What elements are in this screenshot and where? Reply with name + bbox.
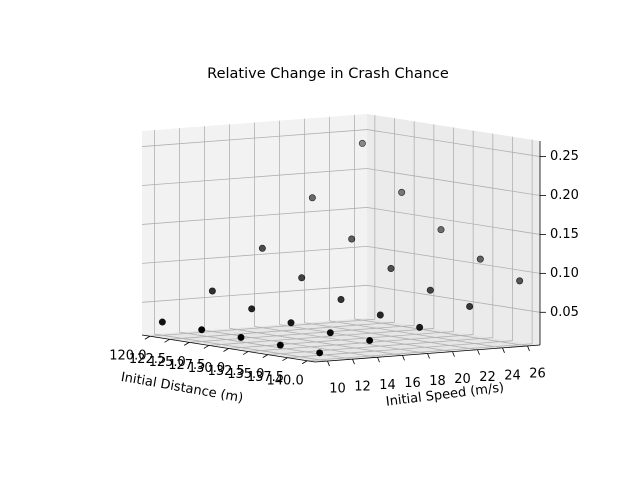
y-tick-label: 16 xyxy=(404,376,421,391)
tick-mark xyxy=(327,360,330,367)
tick-mark xyxy=(144,335,151,340)
point xyxy=(198,326,206,334)
tick-mark xyxy=(427,353,430,359)
point xyxy=(158,318,166,326)
grid-line xyxy=(366,207,541,235)
tick-mark xyxy=(377,357,380,363)
y-tick-label: 10 xyxy=(329,382,346,397)
grid-line xyxy=(254,326,428,354)
tick-mark xyxy=(164,338,170,343)
grid-line xyxy=(279,324,453,353)
tick-mark xyxy=(203,345,210,349)
y-tick-label: 14 xyxy=(379,378,396,393)
point xyxy=(416,323,424,331)
x-tick-label: 135.0 xyxy=(227,367,264,382)
grid-line xyxy=(154,333,328,362)
grid-line xyxy=(141,207,368,225)
tick-mark xyxy=(477,349,480,355)
x-tick-label: 122.5 xyxy=(129,352,166,367)
x-tick-label: 120.0 xyxy=(109,349,146,364)
y-tick-label: 22 xyxy=(479,370,496,385)
point xyxy=(208,287,216,295)
point xyxy=(366,336,374,344)
tick-mark xyxy=(352,359,355,365)
point xyxy=(287,319,295,327)
chart-title: Relative Change in Crash Chance xyxy=(207,66,449,82)
point xyxy=(437,226,445,234)
point xyxy=(348,235,356,243)
grid-line xyxy=(141,129,368,147)
point xyxy=(516,277,524,285)
y-tick-label: 12 xyxy=(354,380,371,395)
tick-mark xyxy=(402,355,405,361)
point xyxy=(476,255,484,263)
x-tick-label: 132.5 xyxy=(208,364,245,379)
tick-mark xyxy=(242,351,249,355)
grid-line xyxy=(366,245,541,274)
grid-line xyxy=(141,245,368,264)
point xyxy=(237,333,245,341)
z-tick-label: 0.10 xyxy=(550,266,579,281)
x-axis xyxy=(141,334,316,363)
point xyxy=(276,341,284,349)
z-tick-label: 0.25 xyxy=(550,149,579,164)
point xyxy=(248,305,256,313)
grid-line xyxy=(141,168,368,186)
grid-line xyxy=(354,318,528,347)
grid-line xyxy=(179,331,353,360)
x-tick-label: 140.0 xyxy=(267,373,304,388)
tick-mark xyxy=(527,345,530,352)
tick-mark xyxy=(262,354,269,358)
grid-line xyxy=(366,284,541,313)
z-tick-label: 0.15 xyxy=(550,227,579,242)
tick-mark xyxy=(502,347,505,353)
grid-line xyxy=(329,320,503,349)
x-tick-label: 127.5 xyxy=(168,358,205,373)
y-tick-label: 18 xyxy=(429,374,446,389)
point xyxy=(398,188,406,196)
z-tick-label: 0.05 xyxy=(550,305,579,320)
point xyxy=(426,286,434,294)
y-tick-label: 26 xyxy=(529,366,546,381)
grid-line xyxy=(204,329,378,358)
grid-line xyxy=(141,284,368,303)
tick-mark xyxy=(452,351,455,357)
point xyxy=(358,139,366,147)
tick-mark xyxy=(282,357,288,362)
x-tick-label: 130.0 xyxy=(188,361,225,376)
grid-line xyxy=(229,327,403,356)
point xyxy=(326,329,334,337)
y-axis xyxy=(314,344,541,363)
point xyxy=(316,349,324,357)
point xyxy=(466,302,474,310)
x-tick-label: 137.5 xyxy=(247,370,284,385)
tick-mark xyxy=(183,342,190,346)
z-tick-label: 0.20 xyxy=(550,188,579,203)
y-tick-label: 24 xyxy=(504,368,521,383)
grid-line xyxy=(304,322,478,351)
point xyxy=(298,274,306,282)
tick-mark xyxy=(223,348,229,352)
tick-mark xyxy=(301,360,308,365)
y-tick-label: 20 xyxy=(454,372,471,387)
point xyxy=(308,194,316,202)
point xyxy=(387,264,395,272)
grid-line xyxy=(366,168,541,196)
point xyxy=(258,244,266,252)
point xyxy=(376,311,384,319)
grid-line xyxy=(366,129,541,157)
point xyxy=(337,296,345,304)
x-tick-label: 125.0 xyxy=(149,355,186,370)
